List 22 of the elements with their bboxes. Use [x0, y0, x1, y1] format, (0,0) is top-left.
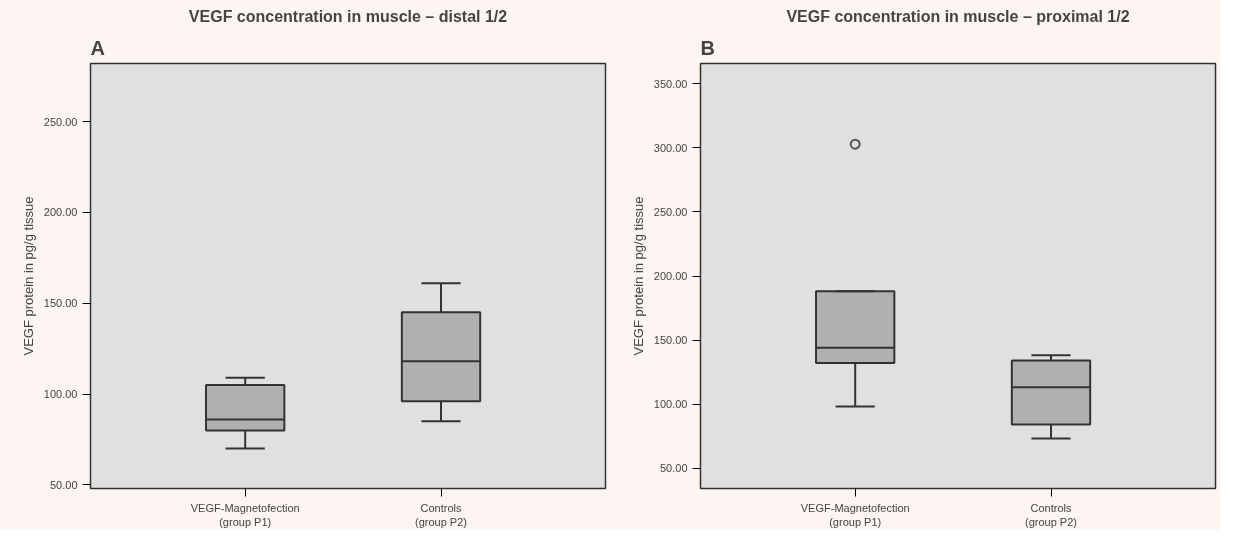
chart-title: VEGF concentration in muscle – proximal 1/2	[786, 7, 1130, 25]
y-tick-label: 200.00	[43, 206, 78, 219]
x-tick-label: Controls (group P2)	[1025, 501, 1078, 528]
x-tick-label: Controls (group P2)	[415, 501, 468, 528]
text: A	[90, 36, 105, 59]
y-tick-label: 250.00	[653, 205, 688, 218]
y-tick-label: 300.00	[653, 141, 688, 154]
x-tick-label: VEGF-Magnetofection (group P1)	[190, 501, 300, 528]
y-tick-label: 50.00	[659, 462, 688, 475]
y-tick-label: 350.00	[653, 77, 688, 90]
y-tick-label: 250.00	[43, 115, 78, 128]
y-tick-label: 200.00	[653, 270, 688, 282]
x-tick-label: VEGF-Magnetofection (group P1)	[800, 501, 910, 528]
y-axis-title: VEGF protein in pg/g tissue	[630, 196, 646, 356]
text: B	[700, 36, 715, 59]
y-tick-label: 50.00	[49, 478, 78, 491]
y-tick-label: 100.00	[43, 388, 78, 401]
y-tick-label: 150.00	[653, 334, 688, 347]
chart-title: VEGF concentration in muscle – distal 1/2	[188, 7, 508, 25]
y-axis-title: VEGF protein in pg/g tissue	[20, 196, 36, 356]
y-tick-label: 100.00	[653, 398, 688, 411]
y-tick-label: 150.00	[43, 297, 78, 310]
